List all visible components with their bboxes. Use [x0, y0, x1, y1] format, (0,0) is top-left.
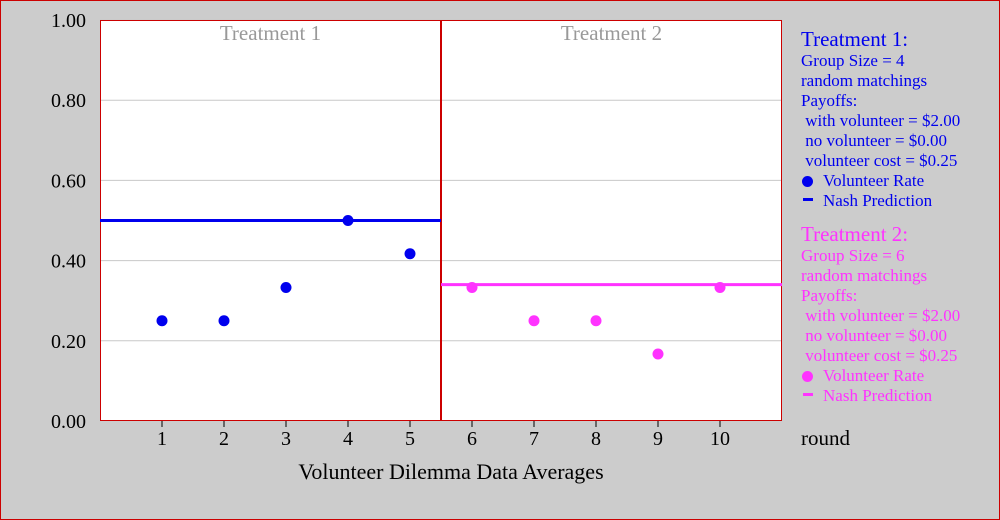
legend-rate-label: Volunteer Rate [823, 366, 925, 385]
data-point-treatment-1 [280, 281, 292, 293]
y-tick-label: 0.40 [51, 251, 86, 273]
data-point-treatment-1 [156, 315, 168, 327]
panel-label-1: Treatment 1 [220, 21, 321, 45]
x-tick-label: 8 [591, 428, 601, 450]
data-point-treatment-2 [652, 348, 664, 360]
legend-dash-icon [803, 198, 813, 201]
legend-line: Group Size = 4 [801, 51, 905, 70]
y-tick-label: 0.60 [51, 170, 86, 192]
x-tick-label: 5 [405, 428, 415, 450]
x-tick-label: 9 [653, 428, 663, 450]
legend-line: random matchings [801, 71, 928, 90]
legend-nash-label: Nash Prediction [823, 191, 933, 210]
y-tick-label: 0.80 [51, 90, 86, 112]
data-point-treatment-1 [342, 215, 354, 226]
legend-line: no volunteer = $0.00 [801, 326, 948, 345]
y-tick-label: 0.00 [51, 411, 86, 433]
legend-rate-label: Volunteer Rate [823, 171, 925, 190]
data-point-treatment-2 [466, 281, 478, 293]
x-unit-label: round [801, 426, 850, 450]
y-tick-label: 1.00 [51, 10, 86, 32]
x-tick-label: 4 [343, 428, 353, 450]
legend-treatment-1: Treatment 1: Group Size = 4 random match… [801, 27, 996, 211]
legend-line: Payoffs: [801, 91, 858, 110]
x-tick-label: 7 [529, 428, 539, 450]
legend-title-treatment-2: Treatment 2: [801, 222, 909, 246]
data-point-treatment-2 [714, 281, 726, 293]
x-tick-label: 10 [710, 428, 730, 450]
legend-nash-row: Nash Prediction [801, 386, 996, 406]
legend-line: random matchings [801, 266, 928, 285]
data-point-treatment-1 [218, 315, 230, 327]
legend-rate-row: Volunteer Rate [801, 171, 996, 191]
legend-line: Group Size = 6 [801, 246, 905, 265]
legend-dot-icon [802, 371, 813, 382]
x-tick-label: 2 [219, 428, 229, 450]
data-point-treatment-2 [528, 315, 540, 327]
x-tick-label: 6 [467, 428, 477, 450]
legend-nash-label: Nash Prediction [823, 386, 933, 405]
legend-nash-row: Nash Prediction [801, 191, 996, 211]
y-tick-label: 0.20 [51, 331, 86, 353]
legend-line: Payoffs: [801, 286, 858, 305]
legend-line: volunteer cost = $0.25 [801, 151, 958, 170]
x-axis-label: Volunteer Dilemma Data Averages [298, 459, 603, 484]
legend-line: with volunteer = $2.00 [801, 306, 961, 325]
legend-dot-icon [802, 176, 813, 187]
legend-line: no volunteer = $0.00 [801, 131, 948, 150]
legend-line: with volunteer = $2.00 [801, 111, 961, 130]
legend-treatment-2: Treatment 2: Group Size = 6 random match… [801, 222, 996, 406]
legend-dash-icon [803, 393, 813, 396]
panel-border [441, 20, 782, 421]
data-point-treatment-2 [590, 315, 602, 327]
x-tick-label: 1 [157, 428, 167, 450]
x-tick-label: 3 [281, 428, 291, 450]
legend-rate-row: Volunteer Rate [801, 366, 996, 386]
panel-label-2: Treatment 2 [561, 21, 662, 45]
legend-line: volunteer cost = $0.25 [801, 346, 958, 365]
legend-title-treatment-1: Treatment 1: [801, 27, 909, 51]
data-point-treatment-1 [404, 248, 416, 260]
